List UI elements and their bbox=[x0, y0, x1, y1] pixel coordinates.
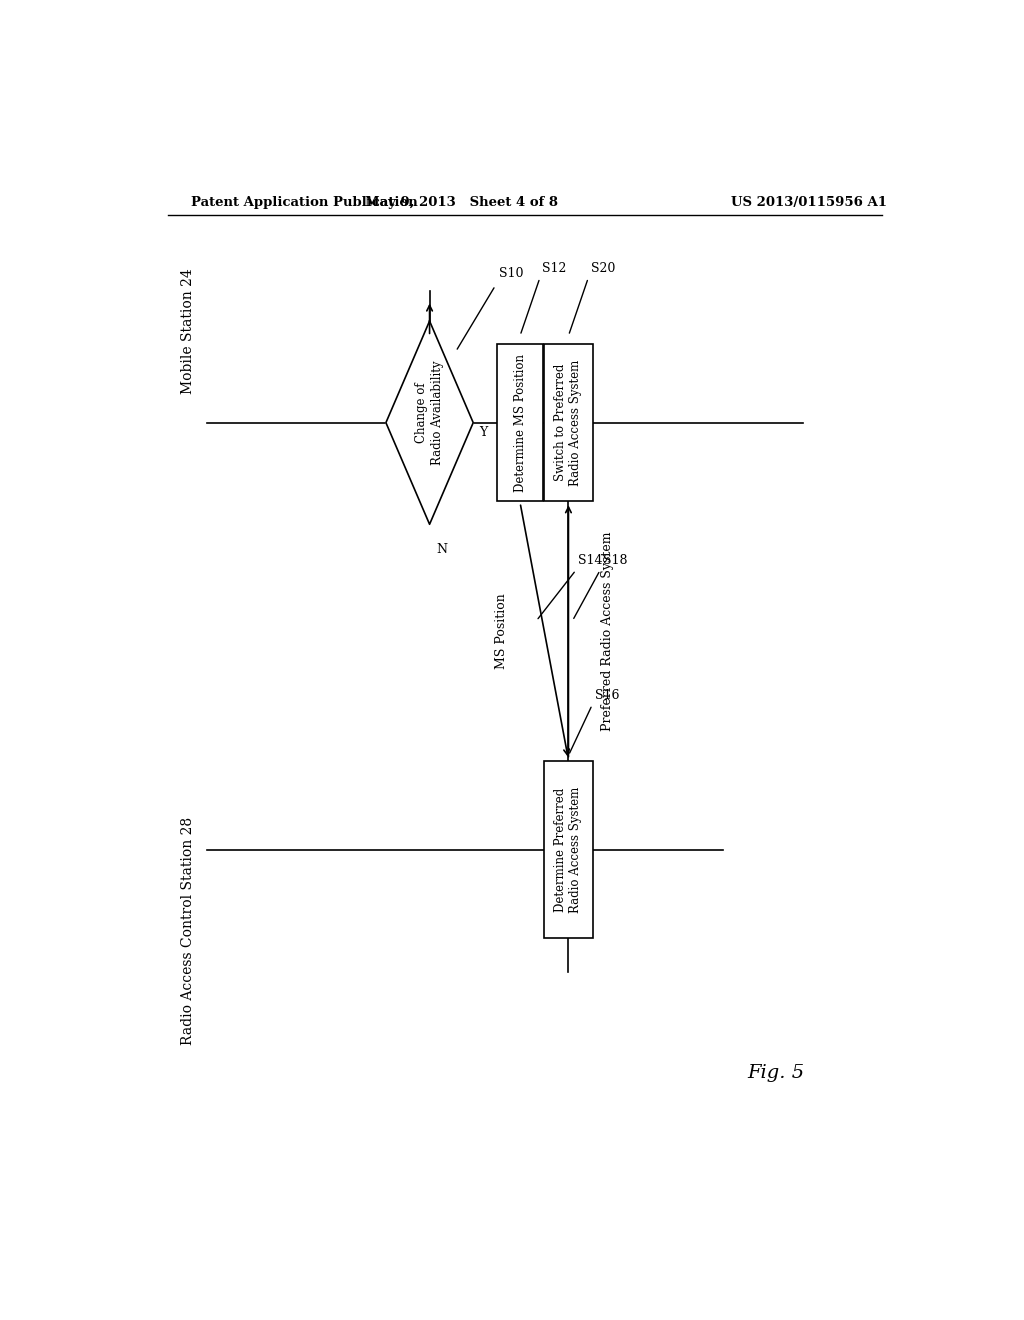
Text: Fig. 5: Fig. 5 bbox=[748, 1064, 804, 1082]
Bar bbox=[497, 345, 543, 502]
Text: Patent Application Publication: Patent Application Publication bbox=[191, 195, 418, 209]
Text: Switch to Preferred
Radio Access System: Switch to Preferred Radio Access System bbox=[554, 359, 583, 486]
Bar bbox=[544, 345, 593, 502]
Text: S16: S16 bbox=[595, 689, 620, 702]
Text: Determine Preferred
Radio Access System: Determine Preferred Radio Access System bbox=[554, 787, 583, 912]
Text: S10: S10 bbox=[500, 268, 524, 280]
Text: Mobile Station 24: Mobile Station 24 bbox=[180, 268, 195, 395]
Text: N: N bbox=[436, 543, 446, 556]
Text: Radio Access Control Station 28: Radio Access Control Station 28 bbox=[180, 817, 195, 1045]
Text: S14: S14 bbox=[579, 554, 603, 568]
Text: S18: S18 bbox=[602, 554, 627, 568]
Bar bbox=[544, 760, 593, 939]
Text: US 2013/0115956 A1: US 2013/0115956 A1 bbox=[731, 195, 887, 209]
Text: May 9, 2013   Sheet 4 of 8: May 9, 2013 Sheet 4 of 8 bbox=[365, 195, 558, 209]
Text: Determine MS Position: Determine MS Position bbox=[514, 354, 526, 491]
Text: S20: S20 bbox=[591, 261, 615, 275]
Text: Change of
Radio Availability: Change of Radio Availability bbox=[415, 360, 444, 465]
Text: MS Position: MS Position bbox=[496, 593, 508, 669]
Text: S12: S12 bbox=[543, 261, 566, 275]
Text: Y: Y bbox=[479, 426, 487, 440]
Text: Preferred Radio Access System: Preferred Radio Access System bbox=[601, 531, 614, 731]
Polygon shape bbox=[386, 321, 473, 524]
